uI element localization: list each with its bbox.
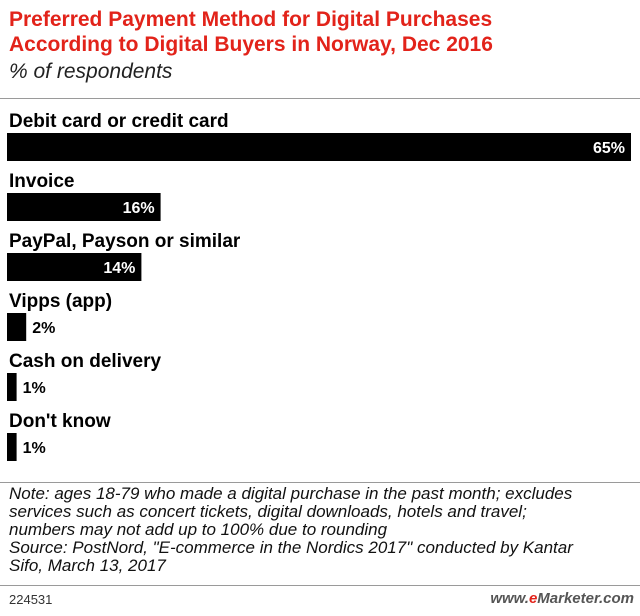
brand-rest: Marketer.com	[537, 590, 634, 607]
bar	[7, 433, 17, 461]
bar	[7, 253, 142, 281]
category-label: Cash on delivery	[9, 351, 161, 372]
footer-divider	[0, 585, 640, 586]
bar-chart: Debit card or credit card 65% Invoice 16% Pa…	[7, 111, 631, 461]
bar	[7, 373, 17, 401]
chart-subtitle: % of respondents	[9, 60, 173, 83]
bottom-divider	[0, 482, 640, 483]
value-label: 1%	[23, 440, 46, 457]
chart-title-line-1: Preferred Payment Method for Digital Pur…	[9, 8, 493, 31]
chart-id: 224531	[9, 592, 53, 607]
bar	[7, 133, 631, 161]
note-line-2: services such as concert tickets, digita…	[9, 502, 527, 521]
category-label: Vipps (app)	[9, 291, 112, 312]
brand-logo[interactable]: www.eMarketer.com	[490, 590, 634, 607]
source-line-2: Sifo, March 13, 2017	[9, 556, 166, 575]
category-label: Don't know	[9, 411, 111, 432]
source-line-1: Source: PostNord, "E-commerce in the Nor…	[9, 538, 573, 557]
brand-e: e	[528, 590, 538, 607]
value-label: 16%	[123, 200, 155, 217]
brand-prefix: www.	[490, 590, 529, 607]
chart-note: Note: ages 18-79 who made a digital purc…	[9, 485, 634, 575]
value-label: 14%	[103, 260, 135, 277]
bar	[7, 193, 161, 221]
category-label: Invoice	[9, 171, 74, 192]
category-label: Debit card or credit card	[9, 111, 229, 132]
chart-title: Preferred Payment Method for Digital Pur…	[9, 7, 629, 57]
category-label: PayPal, Payson or similar	[9, 231, 241, 252]
value-label: 65%	[593, 140, 625, 157]
chart-title-line-2: According to Digital Buyers in Norway, D…	[9, 33, 493, 56]
value-label: 1%	[23, 380, 46, 397]
value-label: 2%	[32, 320, 55, 337]
bar	[7, 313, 27, 341]
note-line-3: numbers may not add up to 100% due to ro…	[9, 520, 388, 539]
top-divider	[0, 98, 640, 99]
note-line-1: Note: ages 18-79 who made a digital purc…	[9, 484, 573, 503]
